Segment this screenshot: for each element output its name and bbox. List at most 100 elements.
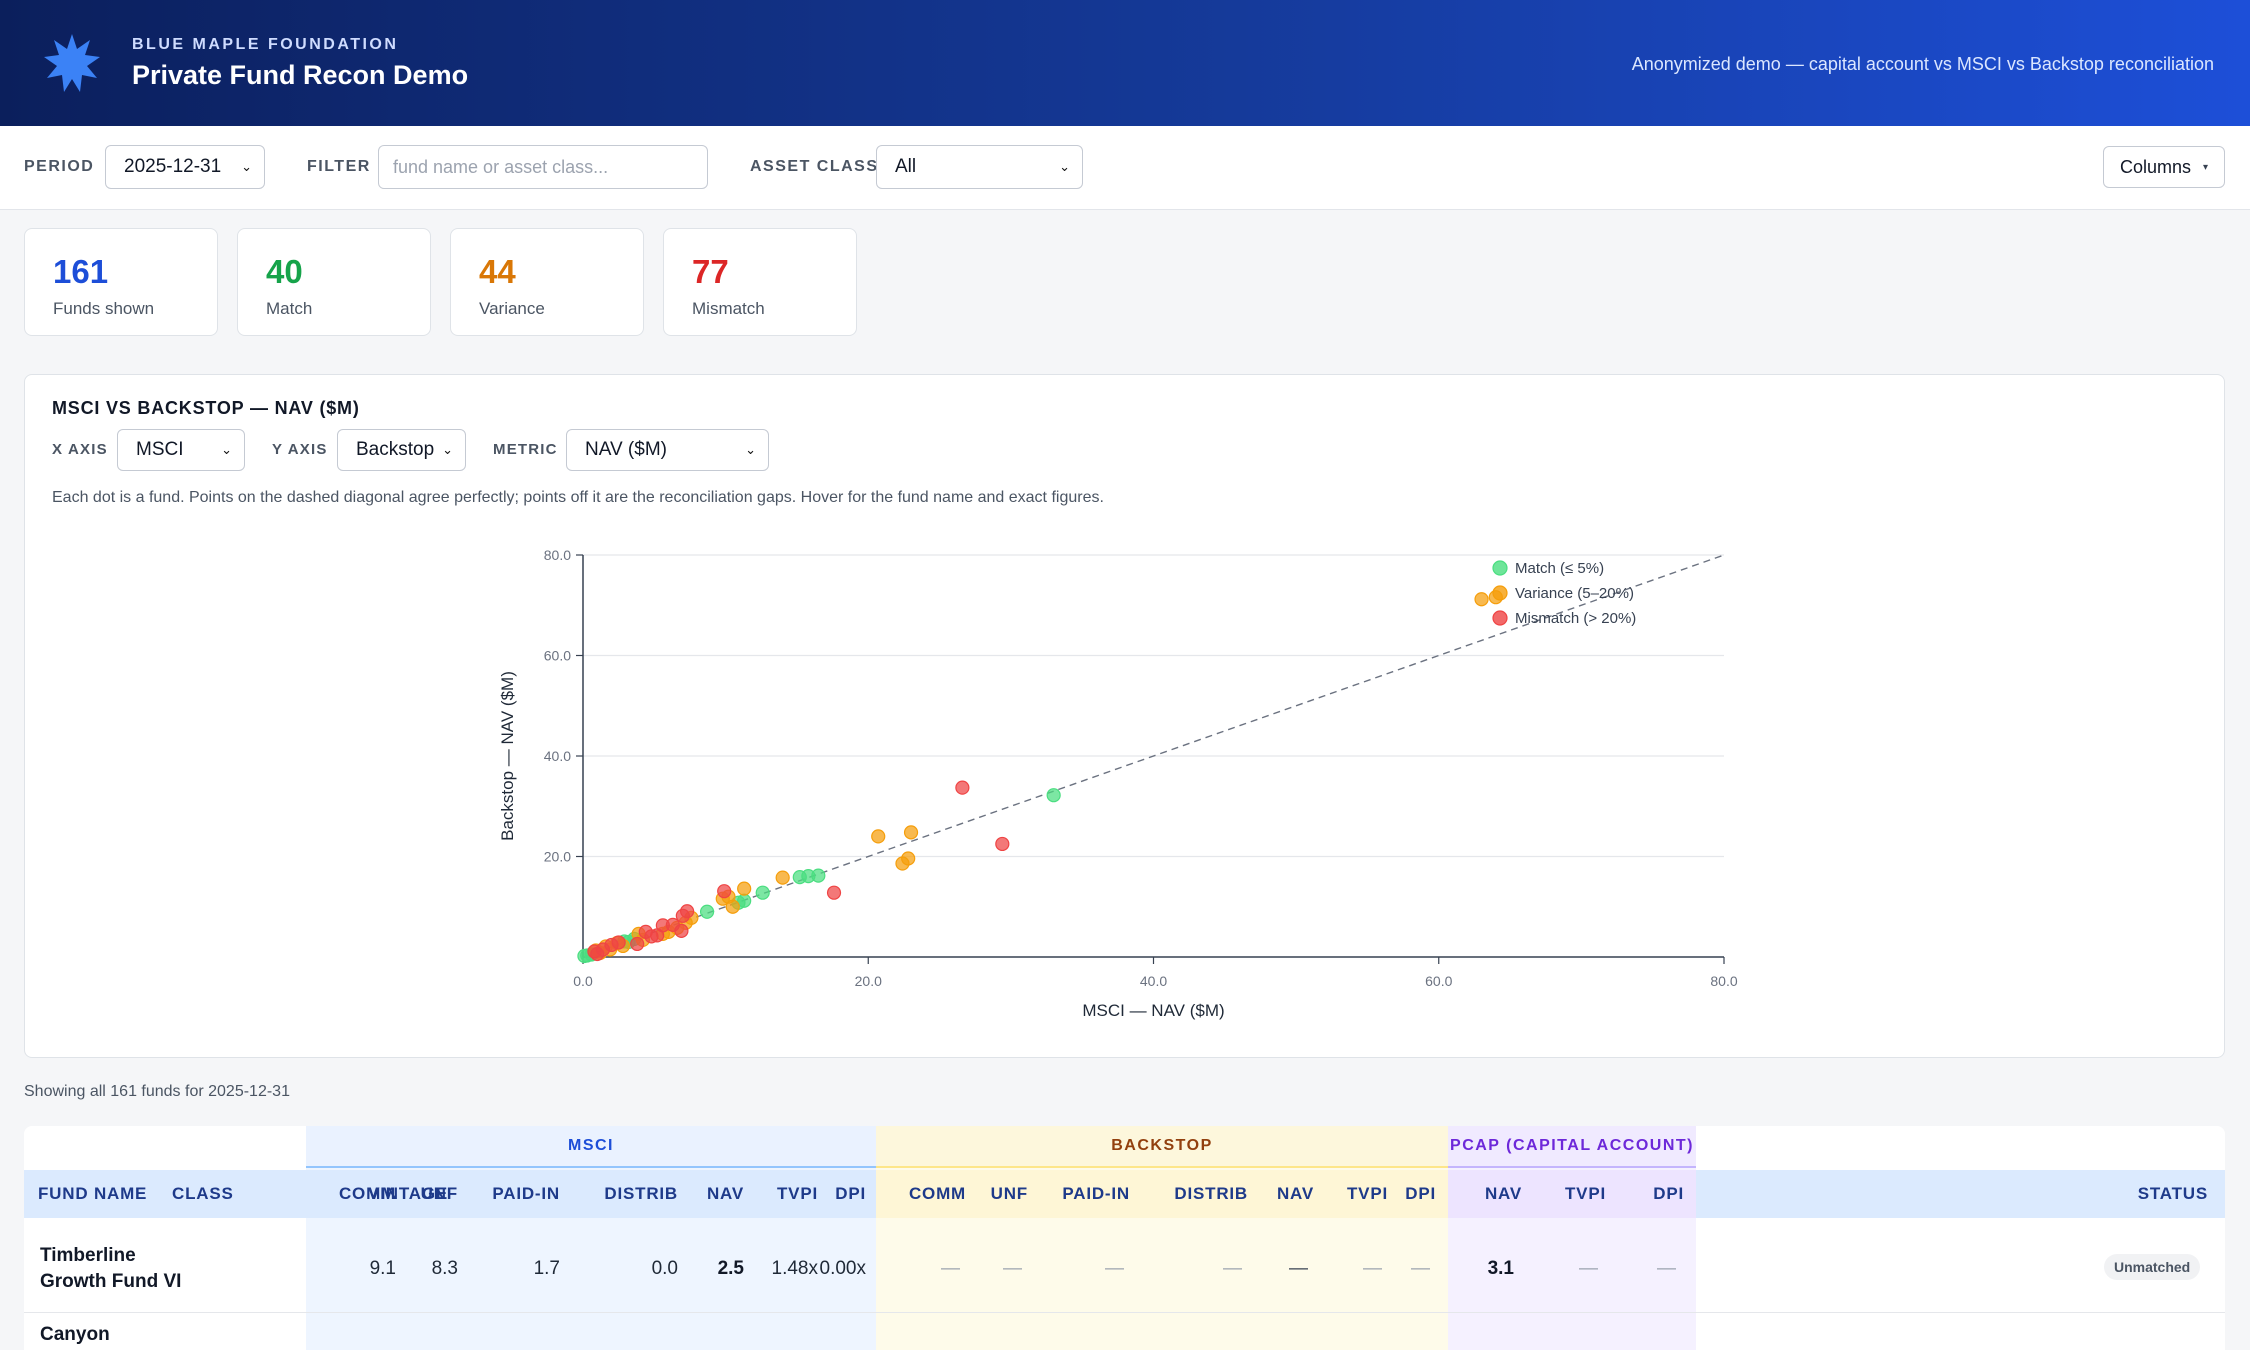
column-header: CLASS: [172, 1184, 234, 1203]
y-tick-label: 60.0: [544, 648, 571, 664]
msci-cell: 2.5: [717, 1258, 744, 1279]
kpi-variance: 44 Variance: [450, 228, 644, 336]
row-divider: [24, 1312, 2225, 1313]
chevron-down-icon: ⌄: [745, 442, 756, 457]
filter-label: FILTER: [307, 158, 371, 175]
scatter-chart: 20.0 40.0 60.0 80.0 0.0 20.0 40.0 60.0 80.0 MSCI …: [498, 547, 1738, 1020]
filter-input[interactable]: fund name or asset class...: [378, 145, 708, 189]
legend-label: Mismatch (> 20%): [1515, 610, 1636, 627]
backstop-cell: —: [1411, 1258, 1430, 1279]
column-header: FUND NAME: [38, 1184, 148, 1203]
column-header: UNF: [990, 1184, 1028, 1203]
y-axis-title: Backstop — NAV ($M): [498, 671, 517, 841]
x-tick-label: 0.0: [573, 973, 593, 989]
period-label: PERIOD: [24, 158, 95, 175]
column-header: VINTAGE: [368, 1184, 448, 1203]
pcap-cell: —: [1579, 1258, 1598, 1279]
variance-point: [895, 856, 910, 871]
x-axis-select[interactable]: MSCI ⌄: [117, 429, 245, 471]
chevron-down-icon: ⌄: [221, 442, 232, 457]
variance-point: [903, 825, 919, 840]
kpi-mismatch: 77 Mismatch: [663, 228, 857, 336]
column-header: DPI: [1405, 1184, 1436, 1203]
chevron-down-icon: ⌄: [241, 159, 252, 174]
fund-name: Timberline Growth Fund VI: [40, 1245, 182, 1292]
column-header: PAID-IN: [1062, 1184, 1130, 1203]
org-name: BLUE MAPLE FOUNDATION: [132, 36, 399, 53]
chart-panel-title: MSCI VS BACKSTOP — NAV ($M): [52, 398, 360, 418]
mismatch-point: [674, 923, 689, 938]
match-point: [1046, 788, 1061, 803]
mismatch-point: [995, 836, 1010, 852]
variance-point: [775, 870, 790, 885]
column-header: PAID-IN: [492, 1184, 560, 1203]
kpi-label: Variance: [479, 299, 545, 318]
match-point: [792, 870, 807, 885]
column-header: DPI: [835, 1184, 866, 1203]
metric-select[interactable]: NAV ($M) ⌄: [566, 429, 769, 471]
kpi-match: 40 Match: [237, 228, 431, 336]
legend-swatch: [1492, 585, 1508, 601]
y-axis-select[interactable]: Backstop ⌄: [337, 429, 466, 471]
column-header: TVPI: [777, 1184, 818, 1203]
group-backstop: BACKSTOP: [876, 1126, 1448, 1168]
backstop-cell: —: [1289, 1258, 1308, 1279]
filter-placeholder: fund name or asset class...: [393, 156, 609, 177]
mismatch-point: [638, 924, 653, 939]
msci-cell: 0.0: [651, 1258, 678, 1279]
metric-control-label: METRIC: [493, 441, 558, 458]
app-title: Private Fund Recon Demo: [132, 60, 469, 90]
legend-label: Variance (5–20%): [1515, 585, 1634, 602]
x-axis-title: MSCI — NAV ($M): [1082, 1001, 1224, 1020]
mismatch-point: [717, 884, 732, 899]
asset-class-select[interactable]: All ⌄: [876, 145, 1083, 189]
column-header: NAV: [706, 1184, 744, 1203]
group-pcap: PCAP (CAPITAL ACCOUNT): [1448, 1126, 1696, 1168]
asset-class-select-value: All: [895, 156, 917, 177]
column-header: DISTRIB: [1174, 1184, 1248, 1203]
chart-description: Each dot is a fund. Points on the dashed…: [52, 489, 1104, 506]
x-tick-label: 60.0: [1425, 973, 1452, 989]
pcap-cell: 3.1: [1487, 1258, 1514, 1279]
mismatch-point: [955, 780, 970, 795]
kpi-funds-shown: 161 Funds shown: [24, 228, 218, 336]
match-point: [699, 904, 715, 919]
header-subtitle: Anonymized demo — capital account vs MSC…: [1631, 54, 2214, 74]
backstop-cell: —: [1003, 1258, 1022, 1279]
app-header: BLUE MAPLE FOUNDATION Private Fund Recon…: [0, 0, 2250, 126]
variance-point: [871, 829, 886, 844]
backstop-cell: —: [1363, 1258, 1382, 1279]
asset-class-label: ASSET CLASS: [750, 158, 879, 175]
variance-point: [1474, 592, 1489, 607]
legend-label: Match (≤ 5%): [1515, 560, 1604, 577]
period-select-value: 2025-12-31: [124, 156, 222, 177]
showing-count: Showing all 161 funds for 2025-12-31: [24, 1083, 290, 1100]
x-tick-label: 40.0: [1140, 973, 1167, 989]
legend-swatch: [1492, 560, 1508, 576]
x-axis-control-label: X AXIS: [52, 441, 108, 458]
period-select[interactable]: 2025-12-31 ⌄: [105, 145, 265, 189]
legend-swatch: [1492, 610, 1508, 626]
msci-cell: 1.7: [533, 1258, 560, 1279]
mismatch-point: [655, 918, 670, 933]
kpi-value: 44: [479, 253, 516, 290]
x-tick-label: 80.0: [1710, 973, 1737, 989]
kpi-label: Match: [266, 299, 313, 318]
y-tick-label: 20.0: [544, 849, 571, 865]
msci-header-bg: [306, 1170, 876, 1218]
kpi-label: Mismatch: [692, 299, 765, 318]
funds-table: MSCI BACKSTOP PCAP (CAPITAL ACCOUNT) FUND N…: [24, 1126, 2225, 1350]
kpi-value: 40: [266, 253, 303, 290]
columns-button[interactable]: Columns ▾: [2103, 146, 2225, 188]
backstop-cell: —: [1223, 1258, 1242, 1279]
y-axis-select-value: Backstop: [356, 439, 435, 460]
match-point: [755, 885, 770, 900]
group-msci: MSCI: [306, 1126, 876, 1168]
x-axis-select-value: MSCI: [136, 439, 184, 460]
mismatch-point: [587, 944, 602, 959]
column-header: DISTRIB: [604, 1184, 678, 1203]
column-header: TVPI: [1347, 1184, 1388, 1203]
chevron-down-icon: ⌄: [442, 442, 453, 457]
column-header: COMM: [338, 1184, 396, 1203]
kpi-value: 77: [692, 253, 729, 290]
